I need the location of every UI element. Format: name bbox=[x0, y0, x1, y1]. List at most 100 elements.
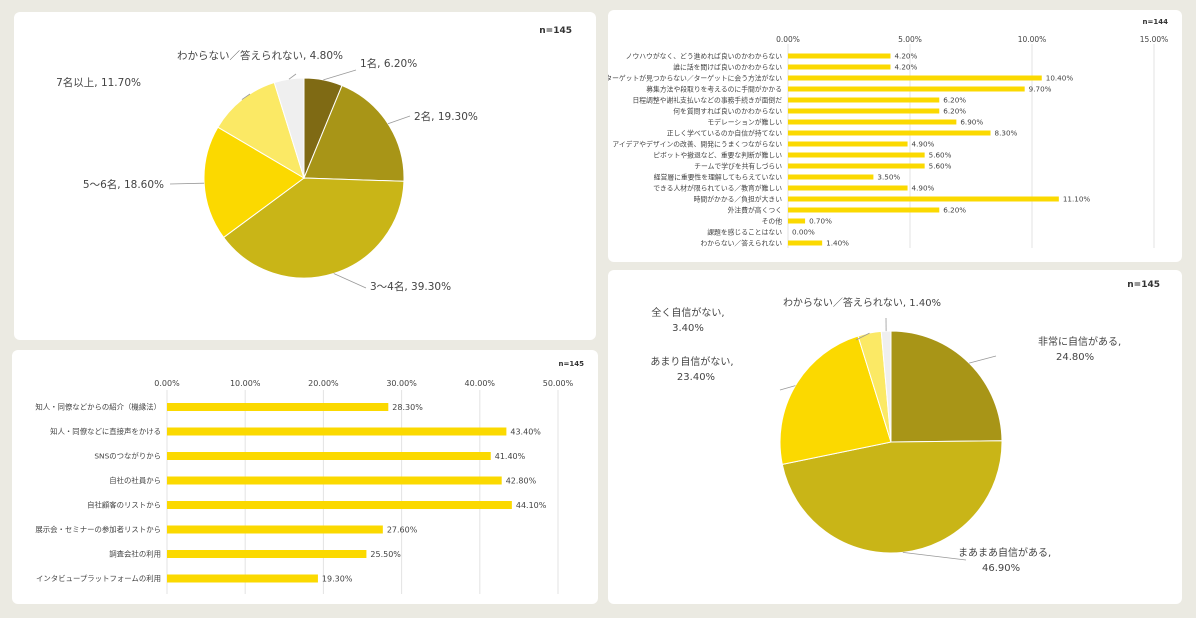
bar bbox=[788, 218, 806, 224]
leader-line bbox=[169, 182, 205, 185]
bar bbox=[788, 240, 823, 246]
x-tick-label: 10.00% bbox=[1018, 35, 1047, 44]
leader-line bbox=[288, 73, 297, 80]
leader-line bbox=[323, 69, 357, 81]
n-label: n=144 bbox=[1142, 18, 1168, 26]
bar bbox=[167, 452, 491, 460]
category-label: 調査会社の利用 bbox=[109, 550, 161, 559]
bar-value-label: 11.10% bbox=[1063, 195, 1091, 204]
bar bbox=[788, 174, 874, 180]
bar-value-label: 25.50% bbox=[370, 550, 401, 559]
category-label: 正しく学べているのか自信が持てない bbox=[667, 128, 782, 137]
bar-value-label: 4.20% bbox=[894, 63, 917, 72]
category-label: 知人・同僚などに直接声をかける bbox=[50, 427, 161, 436]
category-label: 自社の社員から bbox=[109, 476, 161, 485]
bar-value-label: 9.70% bbox=[1029, 85, 1052, 94]
bar bbox=[788, 108, 940, 114]
x-tick-label: 50.00% bbox=[543, 379, 574, 388]
category-label: できる人材が限られている／教育が難しい bbox=[653, 183, 782, 192]
bar-value-label: 27.60% bbox=[387, 525, 418, 534]
category-label: 知人・同僚などからの紹介（機縁法） bbox=[35, 403, 161, 412]
category-label: ターゲットが見つからない／ターゲットに会う方法がない bbox=[608, 73, 782, 82]
pie-team-size-panel: n=145 1名, 6.20% 2名, 19.30% 3～4名, 39.30% 5～6… bbox=[14, 12, 596, 340]
slice-label: 7名以上, 11.70% bbox=[56, 76, 141, 89]
bar bbox=[788, 64, 891, 70]
pie-slice bbox=[779, 335, 892, 465]
category-label: チームで学びを共有しづらい bbox=[694, 161, 782, 170]
n-label: n=145 bbox=[558, 360, 584, 368]
x-tick-label: 5.00% bbox=[898, 35, 922, 44]
pie-confidence-chart: 非常に自信がある, 24.80% まあまあ自信がある, 46.90% あまり自信がない,… bbox=[650, 296, 1121, 574]
pie-slice bbox=[203, 126, 305, 239]
bar-value-label: 4.90% bbox=[912, 140, 935, 149]
leader-line bbox=[855, 332, 870, 341]
category-label: ノウハウがなく、どう進めれば良いのかわからない bbox=[626, 51, 783, 60]
bar-value-label: 5.60% bbox=[929, 151, 952, 160]
category-label: 誰に話を聞けば良いのかわからない bbox=[673, 62, 782, 71]
category-label: ピボットや撤退など、重要な判断が難しい bbox=[653, 150, 782, 159]
category-label: アイデアやデザインの改善、開発にうまくつながらない bbox=[612, 139, 782, 148]
category-label: 自社顧客のリストから bbox=[87, 501, 161, 510]
bar bbox=[167, 427, 507, 436]
slice-label: わからない／答えられない, 4.80% bbox=[177, 49, 343, 62]
bar-challenges-panel: n=144 0.00% 5.00% 10.00% 15.00% ノウハウがなく、どう進め… bbox=[608, 10, 1182, 262]
bar bbox=[788, 141, 908, 147]
slice-value-label: 23.40% bbox=[677, 372, 715, 383]
category-label: 展示会・セミナーの参加者リストから bbox=[35, 525, 161, 534]
bar-value-label: 10.40% bbox=[1046, 74, 1074, 83]
bar-value-label: 3.50% bbox=[877, 173, 900, 182]
category-label: モデレーションが難しい bbox=[707, 117, 782, 126]
bar bbox=[788, 152, 925, 158]
category-label: わからない／答えられない bbox=[700, 238, 782, 247]
bar-recruit-chart: 0.00% 10.00% 20.00% 30.00% 40.00% 50.00% 知人・同僚… bbox=[35, 379, 574, 594]
x-tick-label: 0.00% bbox=[154, 379, 180, 388]
pie-slice bbox=[890, 330, 1003, 443]
leader-line bbox=[241, 93, 251, 100]
category-label: 時間がかかる／負担が大きい bbox=[694, 194, 783, 203]
slice-value-label: 24.80% bbox=[1056, 352, 1094, 363]
slice-label: 非常に自信がある, bbox=[1038, 335, 1121, 348]
x-tick-label: 0.00% bbox=[776, 35, 800, 44]
pie-slice bbox=[781, 440, 1003, 554]
bar bbox=[167, 501, 512, 509]
x-tick-label: 10.00% bbox=[230, 379, 261, 388]
bar-value-label: 41.40% bbox=[495, 452, 526, 461]
leader-line bbox=[968, 355, 997, 364]
n-label: n=145 bbox=[1127, 280, 1160, 290]
bar-value-label: 4.90% bbox=[912, 184, 935, 193]
slice-label: 全く自信がない, bbox=[651, 306, 724, 319]
bar-value-label: 1.40% bbox=[826, 239, 849, 248]
bar bbox=[788, 53, 891, 59]
x-tick-label: 40.00% bbox=[465, 379, 496, 388]
category-label: 経営層に重要性を理解してもらえていない bbox=[654, 172, 782, 181]
bar bbox=[167, 525, 383, 534]
slice-label: 2名, 19.30% bbox=[414, 110, 478, 123]
bar bbox=[167, 403, 389, 411]
slice-label: まあまあ自信がある, bbox=[958, 546, 1051, 559]
category-label: 課題を感じることはない bbox=[707, 227, 782, 236]
x-tick-label: 30.00% bbox=[386, 379, 417, 388]
bar-value-label: 8.30% bbox=[995, 129, 1018, 138]
slice-label: 1名, 6.20% bbox=[360, 57, 417, 70]
pie-slice bbox=[222, 177, 405, 279]
x-tick-label: 15.00% bbox=[1140, 35, 1169, 44]
slice-label: わからない／答えられない, 1.40% bbox=[783, 296, 941, 309]
pie-slice bbox=[303, 84, 405, 182]
leader-line bbox=[779, 385, 796, 391]
category-label: SNSのつながりから bbox=[94, 452, 161, 461]
category-label: 外注費が高くつく bbox=[728, 205, 782, 214]
bar-value-label: 6.20% bbox=[943, 107, 966, 116]
leader-line bbox=[902, 551, 967, 561]
slice-value-label: 46.90% bbox=[982, 563, 1020, 574]
bar-value-label: 44.10% bbox=[516, 501, 547, 510]
bar-value-label: 19.30% bbox=[322, 574, 353, 583]
bar-recruit-panel: n=145 0.00% 10.00% 20.00% 30.00% 40.00% 50.00… bbox=[12, 350, 598, 604]
slice-label: 3～4名, 39.30% bbox=[370, 280, 451, 293]
bar bbox=[788, 185, 908, 191]
category-label: その他 bbox=[762, 216, 783, 225]
category-label: 募集方法や段取りを考えるのに手間がかかる bbox=[646, 84, 782, 93]
pie-confidence-panel: n=145 非常に自信がある, 24.80% まあまあ自信がある, 46.90% あまり… bbox=[608, 270, 1182, 604]
bar bbox=[788, 75, 1042, 81]
bar bbox=[788, 196, 1059, 202]
category-label: 何を質問すれば良いのかわからない bbox=[673, 106, 782, 115]
